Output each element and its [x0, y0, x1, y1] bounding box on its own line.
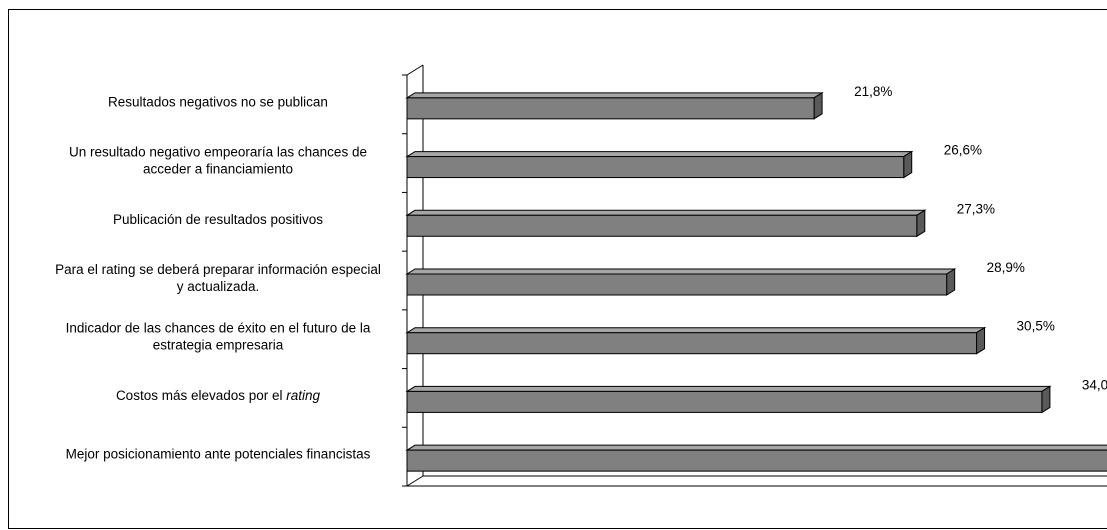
- value-label: 27,3%: [957, 201, 995, 216]
- category-label: acceder a financiamiento: [143, 162, 293, 177]
- category-label-run: Publicación de resultados positivos: [113, 212, 323, 227]
- category-label-run: Un resultado negativo empeoraría las cha…: [69, 145, 367, 160]
- bar-side-face: [976, 326, 986, 355]
- category-label: Mejor posicionamiento ante potenciales f…: [66, 447, 371, 462]
- bar: [406, 449, 1107, 472]
- axis-depth-top: [406, 64, 424, 76]
- bar-side-face: [946, 268, 956, 296]
- category-label: Un resultado negativo empeoraría las cha…: [69, 145, 367, 160]
- bar-top-face: [405, 268, 957, 275]
- bar-top-face: [405, 92, 824, 99]
- category-label-run: Indicador de las chances de éxito en el …: [66, 321, 371, 336]
- bar-side-face: [903, 150, 913, 179]
- category-label: Costos más elevados por el rating: [116, 388, 321, 403]
- category-label-run: y actualizada.: [177, 279, 260, 294]
- category-label-run: Mejor posicionamiento ante potenciales f…: [66, 447, 371, 462]
- value-label: 34,0%: [1082, 377, 1107, 392]
- bar-side-face: [1041, 385, 1051, 414]
- bar-side-face: [916, 209, 926, 238]
- bar: [406, 332, 978, 355]
- value-label: 21,8%: [854, 84, 892, 99]
- category-label-run: acceder a financiamiento: [143, 162, 293, 177]
- bar: [406, 273, 948, 296]
- bar-side-face: [813, 91, 823, 120]
- bar-top-face: [405, 209, 927, 216]
- bar-chart: 21,8% Resultados negativos no se publican…: [55, 64, 1107, 487]
- category-label-run: rating: [286, 388, 320, 403]
- value-label: 26,6%: [944, 143, 982, 158]
- bar: [406, 390, 1043, 413]
- bar-top-face: [405, 327, 987, 334]
- category-label: Para el rating se deberá preparar inform…: [55, 262, 381, 277]
- chart-frame: 21,8% Resultados negativos no se publican…: [8, 9, 1107, 529]
- category-label: Indicador de las chances de éxito en el …: [66, 321, 371, 336]
- category-label: y actualizada.: [177, 279, 260, 294]
- category-label: estrategia empresaria: [153, 338, 284, 353]
- bar-top-face: [405, 151, 914, 158]
- value-label: 28,9%: [987, 260, 1025, 275]
- bar: [406, 156, 905, 179]
- bar-top-face: [405, 385, 1052, 392]
- category-label-run: Para el rating se deberá preparar inform…: [55, 262, 381, 277]
- bar: [406, 97, 815, 120]
- floor-depth-left: [406, 475, 424, 487]
- category-label-run: Resultados negativos no se publican: [108, 94, 328, 109]
- bar: [406, 214, 918, 237]
- category-label: Resultados negativos no se publican: [108, 94, 328, 109]
- value-label: 30,5%: [1017, 319, 1055, 334]
- category-label-run: estrategia empresaria: [153, 338, 284, 353]
- category-label: Publicación de resultados positivos: [113, 212, 323, 227]
- category-label-run: Costos más elevados por el: [116, 388, 286, 403]
- bar-top-face: [405, 444, 1107, 451]
